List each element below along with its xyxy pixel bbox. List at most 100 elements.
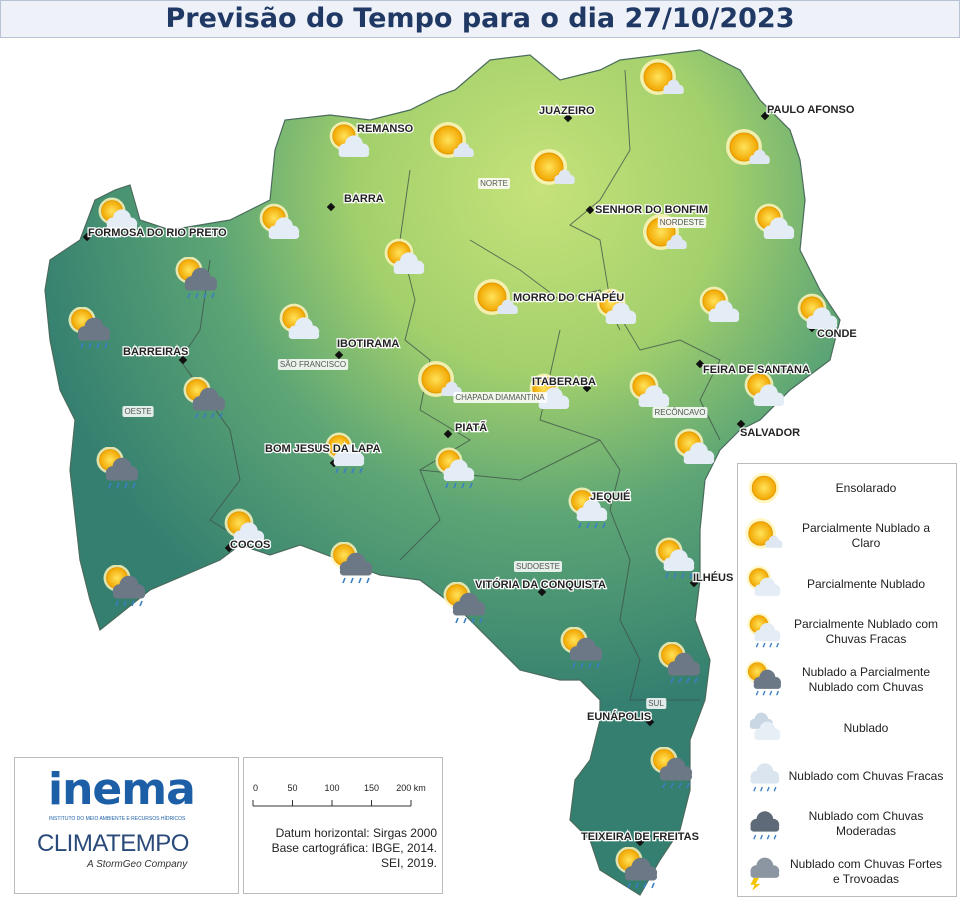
city-label: SALVADOR xyxy=(740,427,800,439)
region-label: RECÔNCAVO xyxy=(655,408,706,417)
legend-icon-symbol xyxy=(749,473,779,503)
region-label-bg xyxy=(122,406,154,417)
city-label: CONDE xyxy=(817,328,857,340)
city-label: TEIXEIRA DE FREITAS xyxy=(581,831,699,843)
city-label: MORRO DO CHAPÉU xyxy=(513,291,624,304)
climatempo-subtitle: A StormGeo Company xyxy=(87,859,188,870)
legend-icon xyxy=(742,516,786,556)
legend-icon-symbol xyxy=(747,566,781,596)
scale-notes: Datum horizontal: Sirgas 2000 Base cartog… xyxy=(249,826,437,871)
city-label: BOM JESUS DA LAPA xyxy=(265,443,381,455)
scale-note: Datum horizontal: Sirgas 2000 xyxy=(275,826,437,840)
city-label: COCOS xyxy=(230,539,270,551)
city-marker xyxy=(582,383,592,393)
legend-icon xyxy=(742,708,786,748)
labels: REMANSO JUAZEIRO PAULO AFONSO BARRA SENHOR D… xyxy=(87,103,858,845)
legend-entry: Parcialmente Nublado com Chuvas Fracas xyxy=(738,608,956,656)
scale-label: 200 km xyxy=(396,783,426,793)
city-label: BARREIRAS xyxy=(123,346,188,358)
city-marker xyxy=(443,429,453,439)
city-marker xyxy=(82,232,92,242)
legend-entry: Nublado com Chuvas Fortes e Trovoadas xyxy=(738,848,956,896)
legend-label: Nublado com Chuvas Moderadas xyxy=(808,809,924,838)
scale-label: 50 xyxy=(287,783,297,793)
region-label: OESTE xyxy=(124,407,151,416)
city-marker xyxy=(537,587,547,597)
city-label: FEIRA DE SANTANA xyxy=(703,364,810,376)
legend-icon-symbol xyxy=(745,518,782,548)
city-marker xyxy=(178,355,188,365)
inema-subtitle: INSTITUTO DO MEIO AMBIENTE E RECURSOS HÍ… xyxy=(49,816,186,822)
legend-entry: Parcialmente Nublado xyxy=(738,560,956,608)
scale-label: 0 xyxy=(253,783,258,793)
title: Previsão do Tempo para o dia 27/10/2023 xyxy=(0,0,960,38)
legend-label: Parcialmente Nublado xyxy=(806,576,926,591)
city-marker xyxy=(695,359,705,369)
legend-label: Ensolarado xyxy=(835,480,897,495)
region-label-bg xyxy=(657,217,707,228)
region-label-bg xyxy=(513,561,563,572)
legend-icon xyxy=(742,660,786,700)
legend: Ensolarado Parcialmente Nublado a Claro Pa… xyxy=(737,463,957,897)
legend-icon xyxy=(742,564,786,604)
scale-box: 0 50 100 150 200 km Datum horizontal: Sirgas… xyxy=(243,757,443,894)
city-label: JEQUIÉ xyxy=(590,490,630,503)
city-label: ITABERABA xyxy=(532,376,596,388)
city-label: EUNÁPOLIS xyxy=(587,710,651,723)
legend-icon xyxy=(742,804,786,844)
city-label: PAULO AFONSO xyxy=(767,104,855,116)
legend-icon xyxy=(742,852,786,892)
legend-entry: Nublado com Chuvas Moderadas xyxy=(738,800,956,848)
city-marker xyxy=(736,419,746,429)
region-label: SUL xyxy=(648,699,664,708)
legend-icon xyxy=(742,612,786,652)
scale-bar: 0 50 100 150 200 km xyxy=(252,783,426,807)
legend-label: Parcialmente Nublado com Chuvas Fracas xyxy=(793,617,939,646)
legend-label: Nublado com Chuvas Fortes e Trovoadas xyxy=(789,857,943,886)
legend-icon-symbol xyxy=(750,811,779,839)
region-label: CHAPADA DIAMANTINA xyxy=(455,393,545,402)
legend-icon xyxy=(742,756,786,796)
legend-label: Nublado com Chuvas Fracas xyxy=(788,768,944,783)
region-label-bg xyxy=(478,178,510,189)
region-label: SÃO FRANCISCO xyxy=(280,360,346,369)
city-marker xyxy=(635,837,645,847)
scale-note: SEI, 2019. xyxy=(380,856,437,870)
legend-icon-symbol xyxy=(746,660,781,695)
scale-note: Base cartográfica: IBGE, 2014. xyxy=(271,841,437,855)
legend-icon-symbol xyxy=(750,713,780,740)
city-label: SENHOR DO BONFIM xyxy=(595,204,708,216)
city-marker xyxy=(326,202,336,212)
legend-entry: Nublado a Parcialmente Nublado com Chuva… xyxy=(738,656,956,704)
region-label-bg xyxy=(453,392,548,403)
legend-icon-symbol xyxy=(748,613,781,647)
climatempo-logo: CLIMATEMPO xyxy=(37,830,189,857)
region-label-bg xyxy=(652,407,708,418)
legend-icon-symbol xyxy=(750,763,779,791)
region-label: NORTE xyxy=(480,179,508,188)
city-label: JUAZEIRO xyxy=(539,105,595,117)
legend-label: Parcialmente Nublado a Claro xyxy=(801,521,931,550)
legend-entry: Ensolarado xyxy=(738,464,956,512)
legend-label: Nublado a Parcialmente Nublado com Chuva… xyxy=(801,665,931,694)
city-marker xyxy=(334,350,344,360)
legend-icon xyxy=(742,468,786,508)
legend-icon-symbol xyxy=(750,858,779,891)
city-label: ILHÉUS xyxy=(693,571,733,584)
city-label: BARRA xyxy=(344,193,384,205)
region-label: NORDESTE xyxy=(660,218,704,227)
logos-box: inema INSTITUTO DO MEIO AMBIENTE E RECUR… xyxy=(14,757,239,894)
city-label: VITÓRIA DA CONQUISTA xyxy=(475,578,606,591)
inema-logo: inema xyxy=(48,764,196,815)
city-label: IBOTIRAMA xyxy=(337,338,399,350)
region-label: SUDOESTE xyxy=(516,562,560,571)
legend-entry: Nublado xyxy=(738,704,956,752)
city-label: REMANSO xyxy=(357,123,414,135)
region-label-bg xyxy=(646,698,667,709)
city-marker xyxy=(689,578,699,588)
scale-label: 100 xyxy=(324,783,339,793)
city-marker xyxy=(645,717,655,727)
region-label-bg xyxy=(277,359,349,370)
